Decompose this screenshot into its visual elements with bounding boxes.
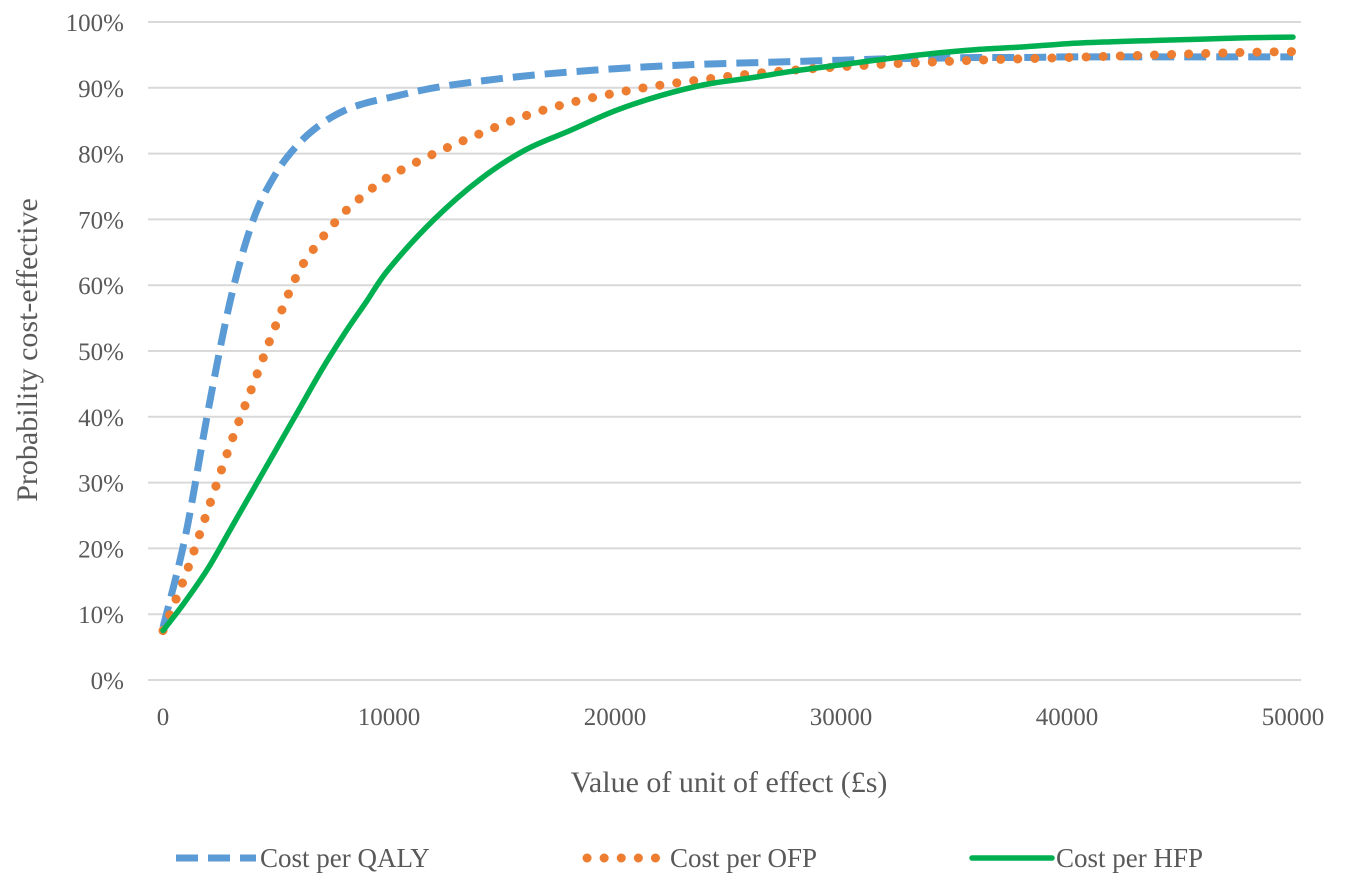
x-tick-label: 10000 bbox=[358, 704, 421, 731]
legend-item: Cost per OFP bbox=[582, 843, 817, 873]
y-tick-label: 10% bbox=[78, 602, 124, 629]
x-axis-title: Value of unit of effect (£s) bbox=[571, 766, 888, 799]
x-tick-label: 0 bbox=[157, 704, 170, 731]
y-tick-label: 90% bbox=[78, 76, 124, 103]
series-line-cost-per-ofp bbox=[158, 47, 1298, 636]
legend-item: Cost per QALY bbox=[176, 843, 430, 873]
x-axis-ticks: 0 10000 20000 30000 40000 50000 bbox=[157, 704, 1325, 731]
y-tick-label: 40% bbox=[78, 405, 124, 432]
series-line-cost-per-hfp bbox=[160, 34, 1296, 634]
y-tick-label: 100% bbox=[66, 10, 124, 37]
y-tick-label: 0% bbox=[91, 668, 124, 695]
y-axis-ticks: 0% 10% 20% 30% 40% 50% 60% 70% 80% 90% 100% bbox=[66, 10, 124, 695]
y-tick-label: 70% bbox=[78, 207, 124, 234]
legend-label: Cost per OFP bbox=[670, 843, 817, 873]
y-tick-label: 30% bbox=[78, 471, 124, 498]
legend-item: Cost per HFP bbox=[969, 843, 1203, 873]
y-tick-label: 20% bbox=[78, 536, 124, 563]
y-tick-label: 50% bbox=[78, 339, 124, 366]
legend-label: Cost per QALY bbox=[260, 843, 430, 873]
x-tick-label: 40000 bbox=[1036, 704, 1099, 731]
x-tick-label: 30000 bbox=[810, 704, 873, 731]
series-lines bbox=[158, 34, 1298, 636]
y-tick-label: 60% bbox=[78, 273, 124, 300]
y-tick-label: 80% bbox=[78, 142, 124, 169]
gridlines bbox=[148, 21, 1301, 681]
x-tick-label: 20000 bbox=[584, 704, 647, 731]
legend-label: Cost per HFP bbox=[1056, 843, 1203, 873]
legend: Cost per QALY Cost per OFP Cost per HFP bbox=[176, 843, 1203, 873]
series-line-cost-per-qaly bbox=[159, 53, 1293, 629]
x-tick-label: 50000 bbox=[1262, 704, 1325, 731]
y-axis-title: Probability cost-effective bbox=[11, 198, 44, 502]
